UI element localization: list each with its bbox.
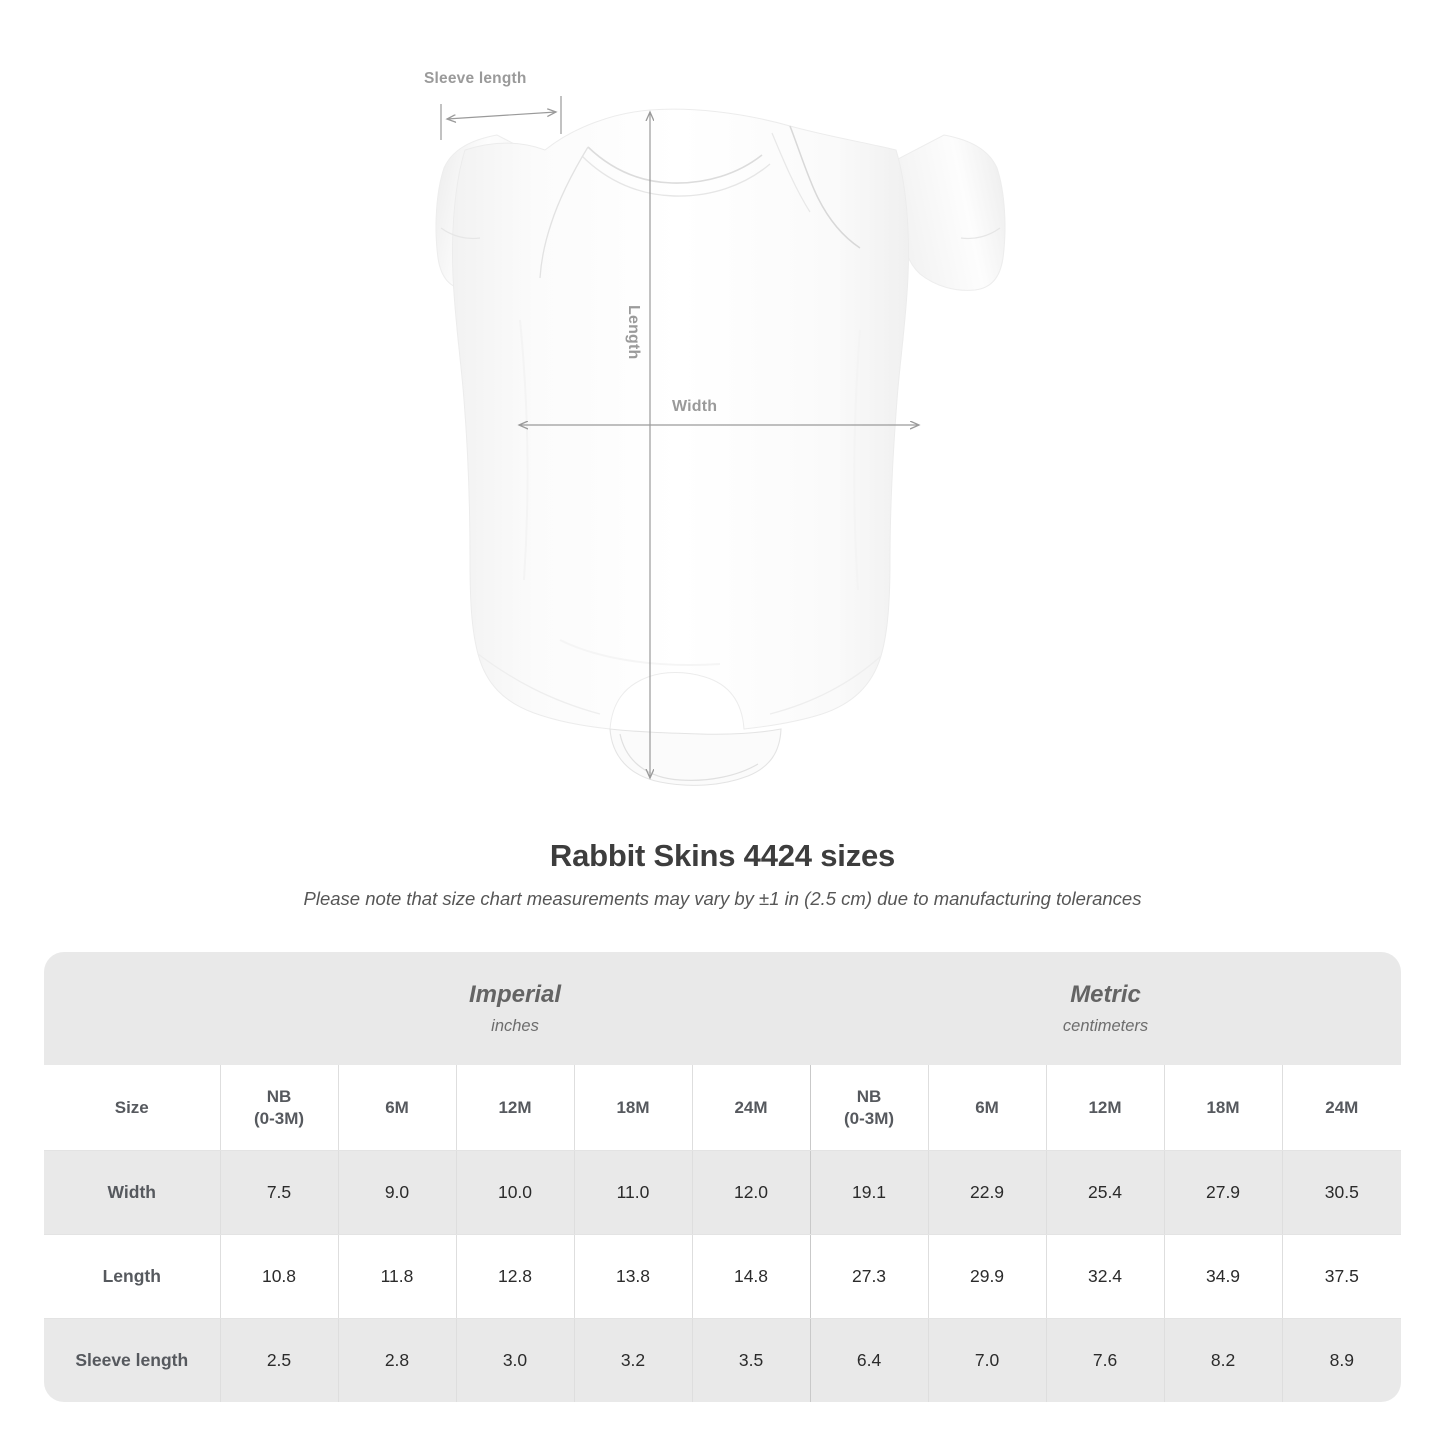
cell-sleeve-length-metric-12m: 7.6 bbox=[1045, 1318, 1165, 1402]
unit-system-header-row: Imperial inches Metric centimeters bbox=[44, 952, 1402, 1065]
unit-spacer-cell bbox=[44, 952, 220, 1065]
column-header-imperial-12m: 12M bbox=[455, 1065, 574, 1151]
unit-system-imperial: Imperial inches bbox=[220, 952, 811, 1065]
table-row: Width 7.5 9.0 10.0 11.0 12.0 19.1 22.9 2… bbox=[44, 1150, 1402, 1235]
cell-sleeve-length-imperial-nb: 2.5 bbox=[219, 1318, 338, 1402]
width-dimension-label: Width bbox=[672, 398, 718, 415]
cell-length-metric-24m: 37.5 bbox=[1281, 1234, 1402, 1319]
column-header-imperial-24m: 24M bbox=[691, 1065, 811, 1151]
cell-width-metric-12m: 25.4 bbox=[1045, 1150, 1165, 1235]
size-header-row: Size NB (0-3M) 6M 12M 18M 24M NB (0-3M) … bbox=[44, 1065, 1402, 1151]
cell-width-metric-18m: 27.9 bbox=[1163, 1150, 1283, 1235]
cell-sleeve-length-metric-24m: 8.9 bbox=[1281, 1318, 1402, 1402]
column-header-imperial-18m: 18M bbox=[573, 1065, 692, 1151]
column-header-metric-24m: 24M bbox=[1281, 1065, 1402, 1151]
page-title: Rabbit Skins 4424 sizes bbox=[549, 838, 896, 873]
table-row: Length 10.8 11.8 12.8 13.8 14.8 27.3 29.… bbox=[44, 1234, 1402, 1319]
size-chart-table-container: Imperial inches Metric centimeters Size … bbox=[44, 952, 1402, 1402]
column-header-metric-18m: 18M bbox=[1163, 1065, 1283, 1151]
unit-system-imperial-name: Imperial bbox=[468, 980, 562, 1008]
column-header-metric-6m: 6M bbox=[927, 1065, 1047, 1151]
cell-sleeve-length-imperial-18m: 3.2 bbox=[573, 1318, 692, 1402]
cell-sleeve-length-imperial-6m: 2.8 bbox=[337, 1318, 456, 1402]
title-block: Rabbit Skins 4424 sizes Please note that… bbox=[0, 838, 1445, 910]
baby-bodysuit-image bbox=[435, 96, 1006, 786]
cell-width-metric-24m: 30.5 bbox=[1281, 1150, 1402, 1235]
column-header-metric-nb: NB (0-3M) bbox=[809, 1065, 929, 1151]
cell-sleeve-length-imperial-24m: 3.5 bbox=[691, 1318, 811, 1402]
page-subtitle: Please note that size chart measurements… bbox=[303, 888, 1142, 909]
cell-width-metric-nb: 19.1 bbox=[809, 1150, 929, 1235]
size-chart-table: Imperial inches Metric centimeters Size … bbox=[44, 952, 1402, 1402]
cell-width-imperial-12m: 10.0 bbox=[455, 1150, 574, 1235]
cell-length-metric-nb: 27.3 bbox=[809, 1234, 929, 1319]
column-header-label: NB bbox=[266, 1087, 292, 1107]
cell-length-metric-6m: 29.9 bbox=[927, 1234, 1047, 1319]
cell-sleeve-length-metric-nb: 6.4 bbox=[809, 1318, 929, 1402]
column-header-size: Size bbox=[44, 1065, 220, 1151]
cell-sleeve-length-metric-6m: 7.0 bbox=[927, 1318, 1047, 1402]
garment-shape bbox=[435, 108, 1006, 786]
unit-system-imperial-units: inches bbox=[491, 1017, 539, 1036]
unit-system-metric-units: centimeters bbox=[1062, 1017, 1149, 1036]
column-header-sublabel: (0-3M) bbox=[253, 1108, 305, 1128]
row-header-width: Width bbox=[44, 1150, 220, 1235]
cell-length-metric-18m: 34.9 bbox=[1163, 1234, 1283, 1319]
cell-length-metric-12m: 32.4 bbox=[1045, 1234, 1165, 1319]
dimension-lines bbox=[440, 96, 919, 778]
unit-system-metric: Metric centimeters bbox=[810, 952, 1402, 1065]
garment-illustration: Sleeve length Length Width bbox=[424, 70, 1006, 786]
cell-sleeve-length-metric-18m: 8.2 bbox=[1163, 1318, 1283, 1402]
column-header-metric-12m: 12M bbox=[1045, 1065, 1165, 1151]
cell-width-metric-6m: 22.9 bbox=[927, 1150, 1047, 1235]
cell-length-imperial-18m: 13.8 bbox=[573, 1234, 692, 1319]
row-header-length: Length bbox=[44, 1234, 220, 1319]
length-dimension-label: Length bbox=[625, 305, 642, 360]
cell-length-imperial-12m: 12.8 bbox=[455, 1234, 574, 1319]
column-header-label: NB bbox=[856, 1087, 882, 1107]
cell-width-imperial-6m: 9.0 bbox=[337, 1150, 456, 1235]
cell-width-imperial-18m: 11.0 bbox=[573, 1150, 692, 1235]
unit-system-metric-name: Metric bbox=[1070, 980, 1141, 1008]
sleeve-length-dimension-label: Sleeve length bbox=[424, 70, 527, 87]
column-header-sublabel: (0-3M) bbox=[843, 1108, 895, 1128]
cell-length-imperial-24m: 14.8 bbox=[691, 1234, 811, 1319]
cell-length-imperial-6m: 11.8 bbox=[337, 1234, 456, 1319]
cell-width-imperial-24m: 12.0 bbox=[691, 1150, 811, 1235]
row-header-sleeve-length: Sleeve length bbox=[44, 1318, 220, 1402]
cell-sleeve-length-imperial-12m: 3.0 bbox=[455, 1318, 574, 1402]
cell-length-imperial-nb: 10.8 bbox=[219, 1234, 338, 1319]
cell-width-imperial-nb: 7.5 bbox=[219, 1150, 338, 1235]
column-header-imperial-nb: NB (0-3M) bbox=[219, 1065, 338, 1151]
table-row: Sleeve length 2.5 2.8 3.0 3.2 3.5 6.4 7.… bbox=[44, 1318, 1402, 1402]
sleeve-length-arrow bbox=[447, 112, 556, 119]
column-header-imperial-6m: 6M bbox=[337, 1065, 456, 1151]
